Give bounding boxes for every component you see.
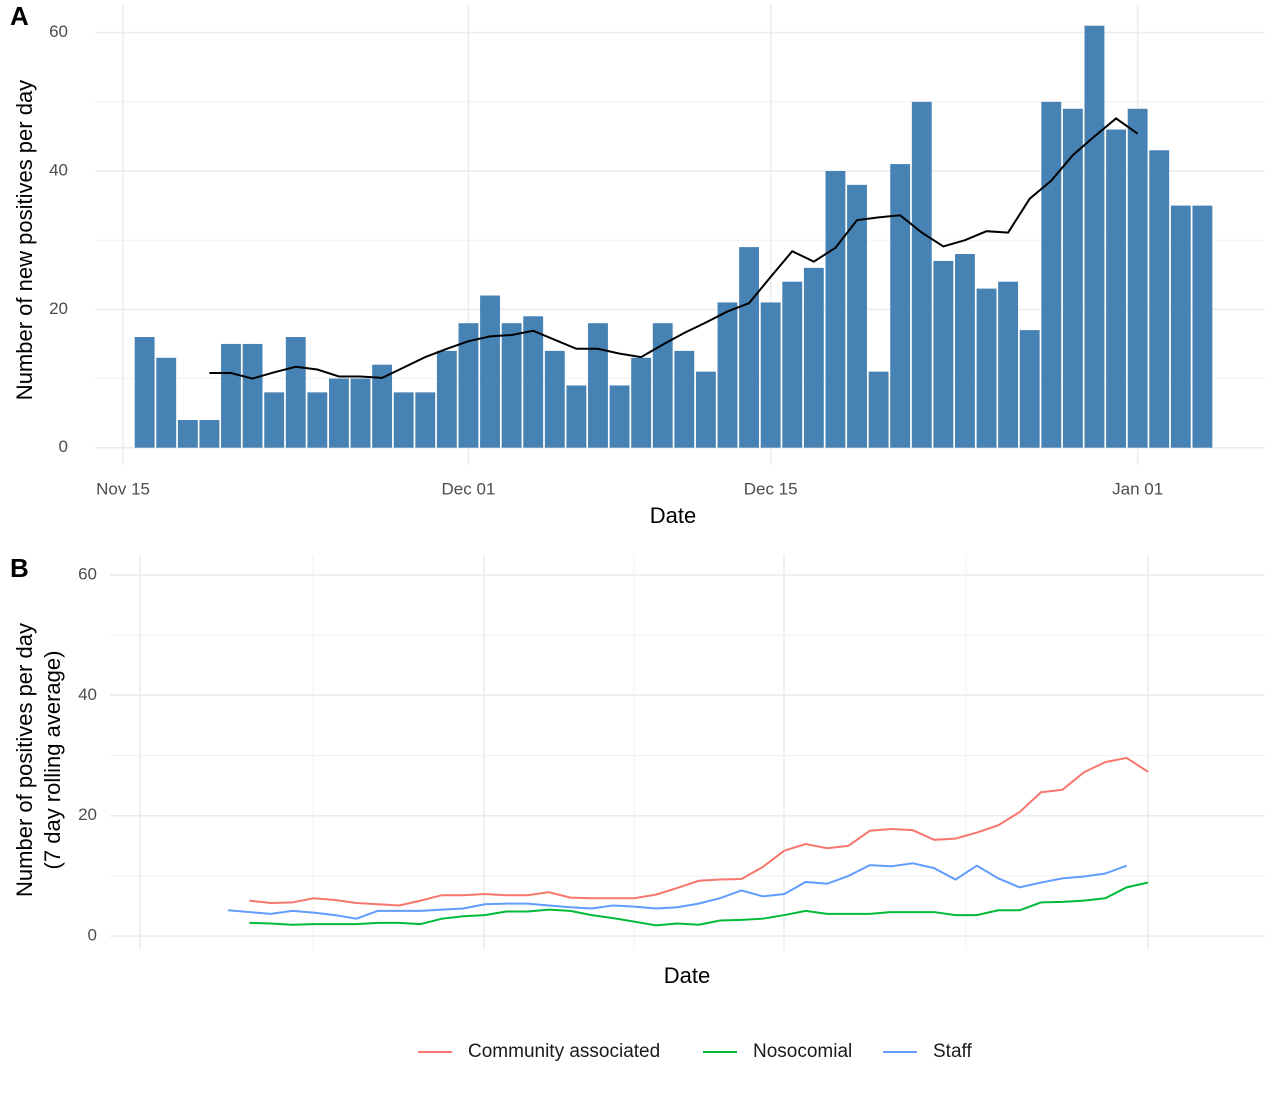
bar (1084, 25, 1105, 448)
bar (609, 385, 630, 448)
bar (1149, 150, 1170, 448)
bar (415, 392, 436, 448)
bar (631, 357, 652, 448)
bar (803, 267, 824, 448)
panel-tag: B (10, 553, 29, 583)
bar (501, 323, 522, 448)
y-tick-label: 60 (78, 564, 97, 583)
bar (307, 392, 328, 448)
bar (156, 357, 177, 448)
bar (436, 350, 457, 448)
x-tick-label: Nov 15 (96, 479, 150, 498)
y-tick-label: 20 (49, 299, 68, 318)
series-line (249, 881, 1149, 927)
bar (285, 337, 306, 448)
bar (976, 288, 997, 448)
bar (868, 371, 889, 448)
bar (177, 420, 198, 448)
bar (890, 164, 911, 448)
bar (652, 323, 673, 448)
y-axis-title: Number of positives per day (12, 623, 37, 897)
y-axis-title: Number of new positives per day (12, 80, 37, 400)
bar (329, 378, 349, 448)
bar (221, 343, 241, 448)
bar (1127, 108, 1148, 448)
bar (674, 350, 695, 448)
legend-label: Nosocomial (753, 1041, 852, 1062)
x-tick-label: Jan 01 (1112, 479, 1163, 498)
bar (264, 392, 285, 448)
bar (458, 323, 479, 448)
bar (1170, 205, 1191, 448)
x-axis-title: Date (664, 963, 710, 988)
bar (566, 385, 587, 448)
bar (1041, 101, 1062, 448)
bar (933, 260, 954, 448)
x-tick-label: Dec 01 (442, 479, 496, 498)
bar (717, 302, 738, 448)
bar (998, 281, 1019, 448)
panel-tag: A (10, 1, 29, 31)
bar (1019, 330, 1040, 448)
bar (955, 254, 975, 448)
legend-label: Community associated (468, 1041, 660, 1062)
bar (544, 350, 565, 448)
bar (1192, 205, 1213, 448)
bar (1106, 129, 1126, 448)
bar (480, 295, 500, 448)
bar (372, 364, 393, 448)
bar (199, 420, 220, 448)
bar (847, 184, 867, 448)
bar (350, 378, 371, 448)
bar (1062, 108, 1083, 448)
bar (760, 302, 781, 448)
y-tick-label: 0 (59, 437, 68, 456)
bar (393, 392, 414, 448)
bar (782, 281, 803, 448)
bar (588, 323, 608, 448)
bar (739, 247, 760, 448)
bar (242, 343, 263, 448)
bar (911, 101, 932, 448)
x-axis-title: Date (650, 503, 696, 528)
bar (825, 171, 846, 448)
y-tick-label: 20 (78, 805, 97, 824)
bar (523, 316, 544, 448)
y-tick-label: 60 (49, 22, 68, 41)
y-tick-label: 40 (49, 160, 68, 179)
rolling-average-line (209, 117, 1139, 380)
x-tick-label: Dec 15 (744, 479, 798, 498)
series-line (227, 862, 1127, 920)
y-axis-title: (7 day rolling average) (40, 651, 65, 870)
bar (134, 337, 155, 448)
bar (695, 371, 716, 448)
legend-label: Staff (933, 1041, 972, 1062)
series-line (249, 756, 1149, 907)
y-tick-label: 0 (88, 926, 97, 945)
y-tick-label: 40 (78, 685, 97, 704)
